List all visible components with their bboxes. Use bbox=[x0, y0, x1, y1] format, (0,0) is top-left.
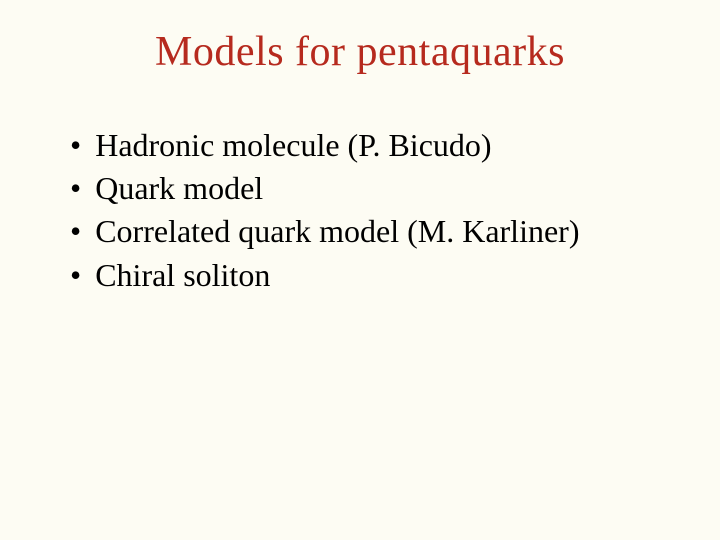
bullet-icon: • bbox=[70, 124, 81, 167]
bullet-icon: • bbox=[70, 210, 81, 253]
bullet-icon: • bbox=[70, 167, 81, 210]
list-item: • Hadronic molecule (P. Bicudo) bbox=[70, 124, 670, 167]
bullet-icon: • bbox=[70, 254, 81, 297]
bullet-text: Chiral soliton bbox=[95, 254, 670, 297]
slide-container: Models for pentaquarks • Hadronic molecu… bbox=[0, 0, 720, 540]
list-item: • Correlated quark model (M. Karliner) bbox=[70, 210, 670, 253]
bullet-text: Correlated quark model (M. Karliner) bbox=[95, 210, 670, 253]
slide-title: Models for pentaquarks bbox=[50, 28, 670, 76]
list-item: • Chiral soliton bbox=[70, 254, 670, 297]
list-item: • Quark model bbox=[70, 167, 670, 210]
bullet-text: Quark model bbox=[95, 167, 670, 210]
bullet-text: Hadronic molecule (P. Bicudo) bbox=[95, 124, 670, 167]
bullet-list: • Hadronic molecule (P. Bicudo) • Quark … bbox=[50, 124, 670, 297]
